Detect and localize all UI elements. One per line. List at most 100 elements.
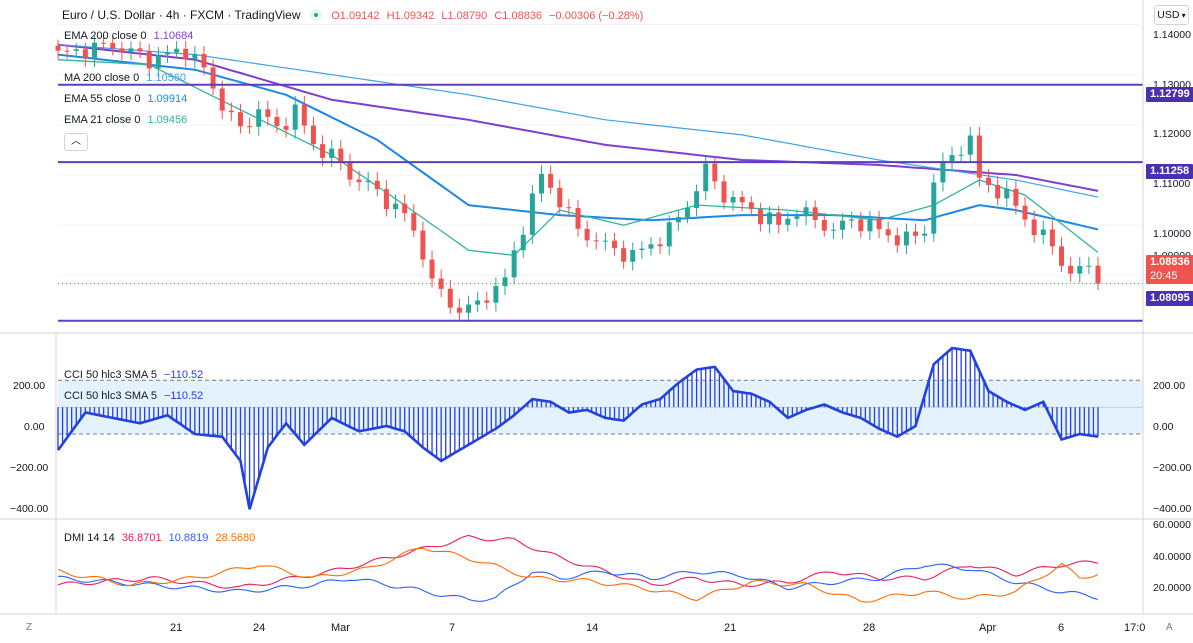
candle-body: [511, 250, 517, 278]
candle-body: [174, 48, 180, 53]
candle-body: [383, 189, 389, 210]
dmi-axis-label: 60.0000: [1153, 519, 1191, 531]
currency-selector[interactable]: USD ▾: [1154, 5, 1189, 25]
candle-body: [830, 229, 836, 231]
auto-scale-button[interactable]: A: [1166, 622, 1173, 633]
legend-ema21[interactable]: EMA 21 close 0 1.09456: [64, 114, 187, 126]
candle-body: [803, 207, 809, 217]
candle-body: [794, 216, 800, 219]
currency-label: USD: [1157, 9, 1180, 21]
time-axis-label: 21: [170, 622, 183, 634]
candle-body: [639, 248, 645, 251]
time-axis-label: 17:0: [1124, 622, 1146, 634]
candle-body: [338, 148, 344, 163]
candle-body: [219, 88, 225, 111]
candle-body: [347, 162, 353, 180]
candle-body: [201, 53, 207, 68]
candle-body: [456, 307, 462, 313]
candle-body: [721, 181, 727, 203]
candle-body: [849, 219, 855, 221]
candle-body: [183, 48, 189, 60]
candle-body: [812, 207, 818, 220]
candle-body: [301, 104, 307, 126]
candle-body: [821, 219, 827, 231]
pane-frame: [0, 0, 1193, 615]
candle-body: [101, 42, 107, 44]
candle-body: [602, 240, 608, 242]
candle-body: [648, 244, 654, 249]
candle-body: [420, 230, 426, 260]
price-axis-label: 1.14000: [1153, 29, 1191, 41]
symbol-title[interactable]: Euro / U.S. Dollar · 4h · FXCM · Trading…: [62, 8, 301, 22]
ma-line-1: [57, 44, 1099, 198]
candle-body: [91, 42, 97, 59]
price-axis-label: 1.12000: [1153, 128, 1191, 140]
candle-body: [949, 155, 955, 161]
candle-body: [247, 126, 253, 128]
legend-cci-1[interactable]: CCI 50 hlc3 SMA 5 −110.52: [64, 369, 203, 381]
legend-ema55-label: EMA 55 close 0: [64, 93, 141, 105]
high-value: H1.09342: [386, 10, 435, 22]
cci-axis-left-label: 200.00: [13, 380, 46, 392]
legend-cci-1-value: −110.52: [164, 369, 204, 381]
candle-body: [393, 203, 399, 210]
legend-ma200[interactable]: MA 200 close 0 1.10560: [64, 72, 186, 84]
legend-dmi-v2: 10.8819: [168, 532, 209, 544]
legend-ema200[interactable]: EMA 200 close 0 1.10684: [64, 30, 193, 42]
price-axis-label: 1.11000: [1153, 178, 1191, 190]
candle-body: [137, 48, 143, 52]
legend-ema200-label: EMA 200 close 0: [64, 30, 147, 42]
zoom-corner-button[interactable]: Z: [26, 622, 33, 633]
candle-body: [785, 218, 791, 225]
candle-body: [757, 208, 763, 225]
candle-body: [475, 300, 481, 305]
close-value: C1.08836: [494, 10, 543, 22]
candle-body: [228, 110, 234, 113]
candle-body: [730, 197, 736, 203]
ohlc-values: O1.09142 H1.09342 L1.08790 C1.08836 −0.0…: [331, 10, 647, 22]
candle-body: [320, 144, 326, 158]
legend-ma200-value: 1.10560: [146, 72, 187, 84]
legend-ema55[interactable]: EMA 55 close 0 1.09914: [64, 93, 187, 105]
candle-body: [557, 187, 563, 208]
cci-axis-right-label: 200.00: [1153, 380, 1186, 392]
cci-axis-right-label: −200.00: [1153, 462, 1192, 474]
candle-body: [411, 213, 417, 231]
candle-body: [237, 112, 243, 127]
candle-body: [593, 240, 599, 242]
candle-body: [283, 126, 289, 130]
candle-body: [976, 135, 982, 178]
horizontal-levels: [58, 83, 1143, 322]
candle-body: [210, 67, 216, 89]
legend-ema21-value: 1.09456: [147, 114, 188, 126]
candle-body: [922, 233, 928, 236]
dmi-line-0: [57, 534, 1099, 589]
candle-body: [274, 116, 280, 127]
candle-body: [995, 184, 1001, 199]
last-price-tag: 1.08836 20:45: [1146, 255, 1193, 284]
time-axis-label: Mar: [331, 622, 350, 634]
candle-body: [64, 50, 70, 52]
ma-line-0: [57, 43, 1099, 192]
candle-body: [931, 182, 937, 234]
candle-body: [703, 163, 709, 192]
candle-body: [1049, 229, 1055, 247]
candle-body: [1013, 188, 1019, 206]
legend-cci-2[interactable]: CCI 50 hlc3 SMA 5 −110.52: [64, 390, 203, 402]
candle-body: [164, 52, 170, 55]
candlesticks: [55, 36, 1101, 322]
legend-collapse-button[interactable]: ︿: [64, 133, 88, 151]
candle-body: [967, 135, 973, 155]
time-axis-label: 24: [253, 622, 266, 634]
dmi-line-2: [57, 547, 1099, 603]
legend-ma200-label: MA 200 close 0: [64, 72, 140, 84]
chart-header: Euro / U.S. Dollar · 4h · FXCM · Trading…: [62, 8, 647, 22]
candle-body: [429, 259, 435, 279]
candle-body: [82, 49, 88, 59]
candle-body: [356, 179, 362, 183]
candle-body: [119, 48, 125, 52]
cci-line: [56, 346, 1099, 510]
legend-dmi[interactable]: DMI 14 14 36.8701 10.8819 28.5680: [64, 532, 255, 544]
candle-body: [493, 286, 499, 303]
